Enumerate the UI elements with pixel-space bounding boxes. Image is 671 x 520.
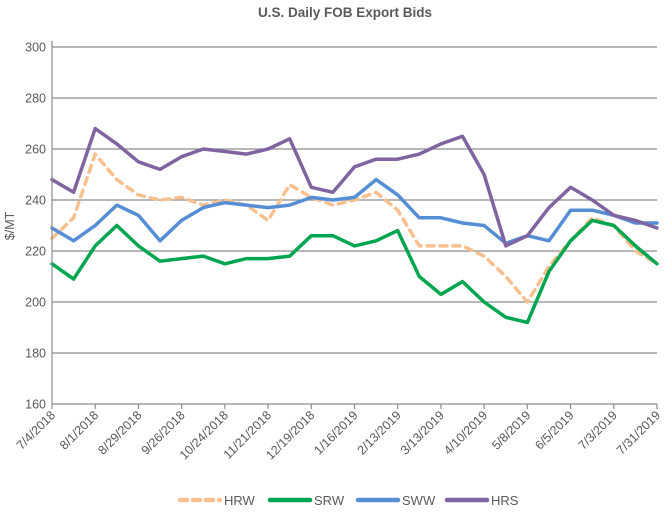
y-tick-label: 260 [25, 143, 46, 157]
y-tick-label: 220 [25, 245, 46, 259]
legend-label-srw: SRW [314, 493, 345, 508]
x-tick-label: 7/31/2019 [614, 408, 663, 457]
y-axis-label: $/MT [3, 211, 17, 240]
x-tick-label: 1/16/2019 [311, 408, 360, 457]
legend-label-sww: SWW [402, 493, 436, 508]
x-tick-label: 8/29/2018 [95, 408, 144, 457]
x-tick-label: 5/8/2019 [489, 408, 533, 452]
series-line-hrw [50, 152, 659, 304]
x-tick-label: 4/10/2019 [441, 408, 490, 457]
legend-label-hrs: HRS [491, 493, 519, 508]
x-tick-label: 7/3/2019 [576, 408, 620, 452]
x-tick-label: 2/13/2019 [355, 408, 404, 457]
y-tick-label: 280 [25, 92, 46, 106]
x-tick-label: 6/5/2019 [532, 408, 576, 452]
x-tick-label: 7/4/2018 [14, 408, 58, 452]
y-tick-label: 300 [25, 41, 46, 55]
y-tick-label: 240 [25, 194, 46, 208]
y-tick-label: 200 [25, 296, 46, 310]
y-tick-label: 180 [25, 347, 46, 361]
series-line-srw [50, 218, 659, 325]
x-tick-label: 3/13/2019 [398, 408, 447, 457]
x-tick-label: 8/1/2018 [57, 408, 101, 452]
y-tick-label: 160 [25, 398, 46, 412]
legend-label-hrw: HRW [224, 493, 256, 508]
series-line-hrs [50, 126, 659, 248]
chart-title: U.S. Daily FOB Export Bids [258, 5, 432, 20]
